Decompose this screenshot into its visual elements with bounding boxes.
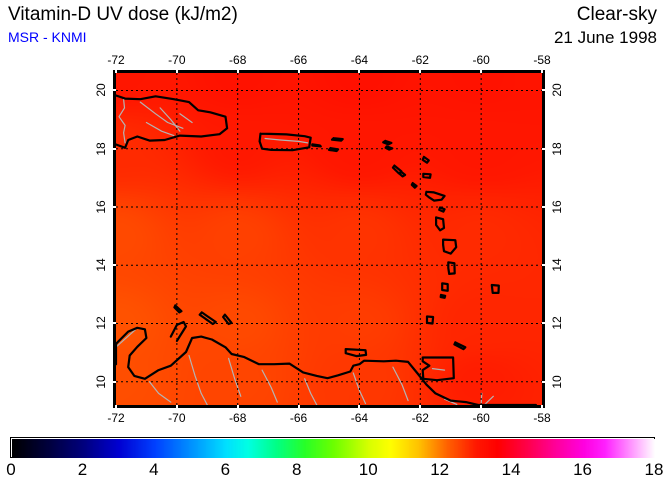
axis-tick — [541, 405, 543, 408]
x-axis-tick-label-bottom: -60 — [472, 411, 490, 425]
x-axis-tick-label-bottom: -64 — [350, 411, 369, 425]
axis-tick — [115, 70, 117, 73]
colorbar-tick-label: 2 — [77, 460, 88, 479]
x-axis-tick-label-top: -62 — [411, 53, 429, 67]
axis-tick — [115, 405, 117, 408]
sky-condition-label: Clear-sky — [576, 4, 657, 25]
x-axis-tick-label-top: -68 — [229, 53, 247, 67]
x-axis-tick-label-top: -60 — [472, 53, 490, 67]
x-axis-tick-label-bottom: -58 — [533, 411, 551, 425]
x-axis-tick-label-bottom: -70 — [168, 411, 186, 425]
y-axis-tick-label-left: 16 — [94, 200, 108, 214]
plot-frame — [113, 70, 545, 408]
colorbar-frame — [10, 437, 655, 458]
colorbar-tick-label: 16 — [573, 460, 593, 479]
colorbar-tick-label: 4 — [149, 460, 159, 479]
colorbar: 0 2 4 6 8 10 12 14 16 18 — [0, 432, 665, 480]
axis-tick — [236, 70, 239, 73]
y-axis-tick-label-left: 20 — [94, 83, 108, 98]
axis-tick — [175, 70, 178, 73]
axis-tick — [480, 405, 483, 408]
axis-tick — [175, 405, 178, 408]
axis-tick — [113, 147, 116, 150]
axis-tick — [542, 147, 545, 150]
y-axis-tick-label-right: 14 — [550, 258, 564, 272]
coastline-overlay — [116, 94, 537, 405]
axis-tick — [113, 322, 116, 325]
source-label: MSR - KNMI — [8, 29, 87, 45]
axis-tick — [542, 322, 545, 325]
axis-tick — [113, 89, 116, 92]
x-axis-tick-label-top: -72 — [107, 53, 125, 67]
axis-tick — [542, 89, 545, 92]
x-axis-tick-label-top: -64 — [350, 53, 369, 67]
axis-tick — [542, 264, 545, 267]
colorbar-tick-label: 10 — [358, 460, 378, 479]
y-axis-tick-label-right: 12 — [550, 316, 564, 331]
colorbar-tick-label: 6 — [220, 460, 231, 479]
y-axis-tick-label-left: 10 — [94, 375, 108, 389]
y-axis-tick-label-right: 10 — [550, 375, 564, 389]
date-label: 21 June 1998 — [553, 28, 657, 47]
x-axis-tick-label-top: -66 — [289, 53, 308, 67]
axis-tick — [541, 70, 543, 73]
x-axis-tick-label-bottom: -66 — [289, 411, 308, 425]
axis-tick — [297, 405, 300, 408]
colorbar-tick-label: 18 — [644, 460, 664, 479]
axis-tick — [358, 405, 361, 408]
colorbar-gradient — [12, 439, 655, 458]
colorbar-tick-label: 8 — [292, 460, 302, 479]
y-axis-tick-label-left: 12 — [94, 316, 108, 331]
axis-tick — [480, 70, 483, 73]
y-axis-tick-label-left: 18 — [94, 142, 108, 156]
colorbar-tick-label: 14 — [501, 460, 521, 479]
axis-tick — [113, 205, 116, 208]
x-axis-tick-label-top: -70 — [168, 53, 186, 67]
page-title: Vitamin-D UV dose (kJ/m2) — [8, 4, 238, 25]
map-plot — [113, 70, 545, 408]
axis-tick — [297, 70, 300, 73]
axis-tick — [113, 380, 116, 383]
y-axis-tick-label-right: 20 — [550, 83, 564, 98]
x-axis-tick-label-top: -58 — [533, 53, 551, 67]
map-plot-inner — [116, 73, 542, 405]
x-axis-tick-label-bottom: -68 — [229, 411, 247, 425]
y-axis-tick-label-right: 16 — [550, 200, 564, 214]
axis-tick — [358, 70, 361, 73]
axis-tick — [419, 70, 422, 73]
axis-tick — [236, 405, 239, 408]
colorbar-tick-label: 0 — [6, 460, 16, 479]
axis-tick — [419, 405, 422, 408]
axis-tick — [542, 205, 545, 208]
axis-tick — [542, 380, 545, 383]
y-axis-tick-label-left: 14 — [94, 258, 108, 272]
x-axis-tick-label-bottom: -62 — [411, 411, 429, 425]
axis-tick — [113, 264, 116, 267]
y-axis-tick-label-right: 18 — [550, 142, 564, 156]
graticule-grid — [116, 73, 542, 405]
figure-header: Vitamin-D UV dose (kJ/m2) MSR - KNMI Cle… — [0, 0, 665, 50]
x-axis-tick-label-bottom: -72 — [107, 411, 125, 425]
colorbar-tick-label: 12 — [430, 460, 450, 479]
